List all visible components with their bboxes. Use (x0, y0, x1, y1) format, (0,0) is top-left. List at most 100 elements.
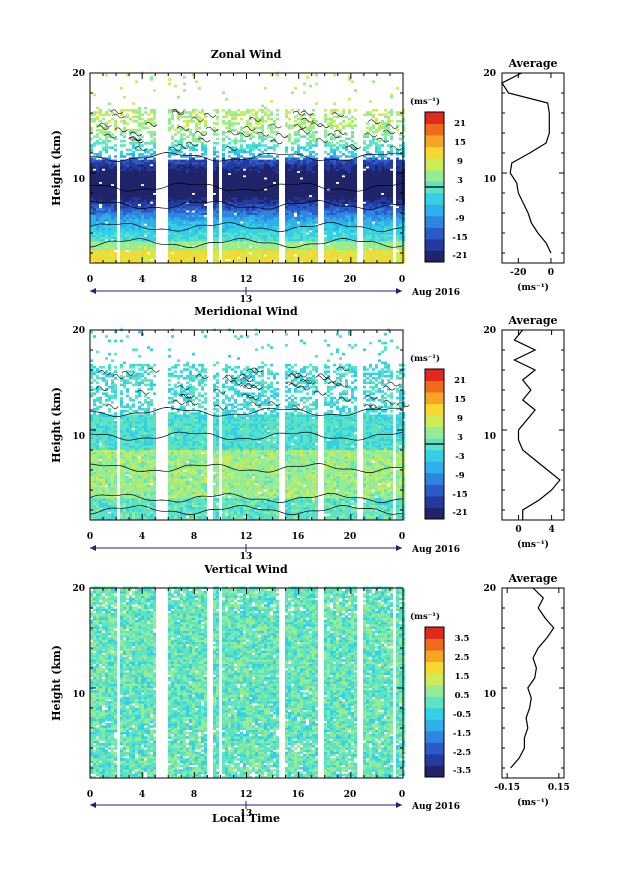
heatmap-cell (204, 212, 207, 215)
heatmap-cell (276, 203, 279, 207)
heatmap-cell (186, 243, 189, 246)
heatmap-cell (147, 232, 150, 235)
heatmap-cell (132, 212, 135, 215)
heatmap-cell (387, 243, 390, 246)
heatmap-cell (351, 249, 354, 253)
heatmap-cell (234, 137, 237, 141)
heatmap-cell (174, 260, 177, 264)
heatmap-cell (192, 212, 195, 215)
heatmap-cell (135, 247, 138, 251)
heatmap-cell (102, 236, 105, 240)
heatmap-cell (303, 241, 306, 244)
heatmap-cell (144, 216, 147, 220)
heatmap-cell (111, 203, 114, 207)
heatmap-cell (330, 247, 333, 251)
heatmap-cell (342, 236, 345, 240)
heatmap-cell (384, 221, 387, 224)
heatmap-cell (345, 256, 348, 259)
heatmap-cell (348, 241, 351, 244)
heatmap-cell (306, 142, 309, 145)
heatmap-cell (396, 201, 399, 204)
heatmap-cell (327, 216, 330, 220)
heatmap-cell (252, 203, 255, 207)
heatmap-cell (327, 205, 330, 209)
heatmap-cell (231, 227, 234, 231)
heatmap-cell (288, 133, 291, 136)
heatmap-cell (93, 201, 96, 204)
heatmap-cell (177, 219, 180, 222)
heatmap-cell (129, 205, 132, 209)
heatmap-cell (390, 214, 393, 218)
heatmap-cell (225, 219, 228, 222)
heatmap-cell (198, 232, 201, 235)
heatmap-cell (291, 260, 294, 264)
heatmap-cell (303, 221, 306, 224)
heatmap-cell (171, 256, 174, 259)
heatmap-cell (288, 252, 291, 255)
heatmap-cell (288, 241, 291, 244)
heatmap-cell (369, 203, 372, 207)
heatmap-cell (213, 212, 216, 215)
heatmap-cell (309, 205, 312, 209)
heatmap-cell (264, 203, 267, 207)
heatmap-cell (237, 243, 240, 246)
heatmap-cell (291, 227, 294, 231)
heatmap-cell (309, 243, 312, 246)
heatmap-cell (300, 236, 303, 240)
heatmap-cell (381, 225, 384, 229)
heatmap-cell (315, 208, 318, 211)
heatmap-cell (303, 238, 306, 242)
heatmap-cell (399, 256, 402, 259)
heatmap-cell (168, 212, 171, 215)
heatmap-cell (171, 219, 174, 222)
heatmap-cell (264, 212, 267, 215)
heatmap-cell (306, 205, 309, 209)
heatmap-cell (396, 210, 399, 213)
heatmap-cell (372, 252, 375, 255)
heatmap-cell (120, 210, 123, 213)
heatmap-cell (363, 205, 366, 209)
heatmap-cell (300, 249, 303, 253)
heatmap-cell (387, 258, 390, 262)
heatmap-cell (372, 212, 375, 215)
heatmap-cell (102, 212, 105, 215)
heatmap-cell (204, 243, 207, 246)
heatmap-cell (384, 208, 387, 211)
heatmap-cell (351, 124, 354, 127)
heatmap-cell (204, 144, 207, 147)
heatmap-cell (150, 166, 153, 169)
heatmap-cell (252, 245, 255, 248)
heatmap-cell (300, 203, 303, 207)
heatmap-cell (285, 232, 288, 235)
heatmap-cell (120, 256, 123, 259)
heatmap-cell (390, 223, 393, 226)
heatmap-cell (204, 227, 207, 231)
heatmap-cell (171, 159, 174, 163)
heatmap-cell (351, 131, 354, 134)
heatmap-cell (201, 238, 204, 242)
heatmap-cell (339, 234, 342, 237)
heatmap-cell (252, 221, 255, 224)
heatmap-cell (177, 260, 180, 264)
heatmap-cell (258, 243, 261, 246)
heatmap-cell (384, 232, 387, 235)
heatmap-cell (201, 216, 204, 220)
heatmap-cell (222, 256, 225, 259)
heatmap-cell (111, 252, 114, 255)
heatmap-cell (309, 124, 312, 127)
heatmap-cell (231, 214, 234, 218)
heatmap-cell (186, 115, 189, 119)
heatmap-cell (348, 201, 351, 204)
heatmap-cell (99, 223, 102, 226)
heatmap-cell (129, 223, 132, 226)
heatmap-cell (147, 223, 150, 226)
heatmap-cell (339, 230, 342, 233)
heatmap-cell (153, 245, 156, 248)
heatmap-cell (111, 241, 114, 244)
heatmap-cell (132, 227, 135, 231)
heatmap-cell (246, 243, 249, 246)
heatmap-cell (348, 137, 351, 141)
heatmap-cell (378, 219, 381, 222)
heatmap-cell (102, 238, 105, 242)
heatmap-cell (234, 223, 237, 226)
